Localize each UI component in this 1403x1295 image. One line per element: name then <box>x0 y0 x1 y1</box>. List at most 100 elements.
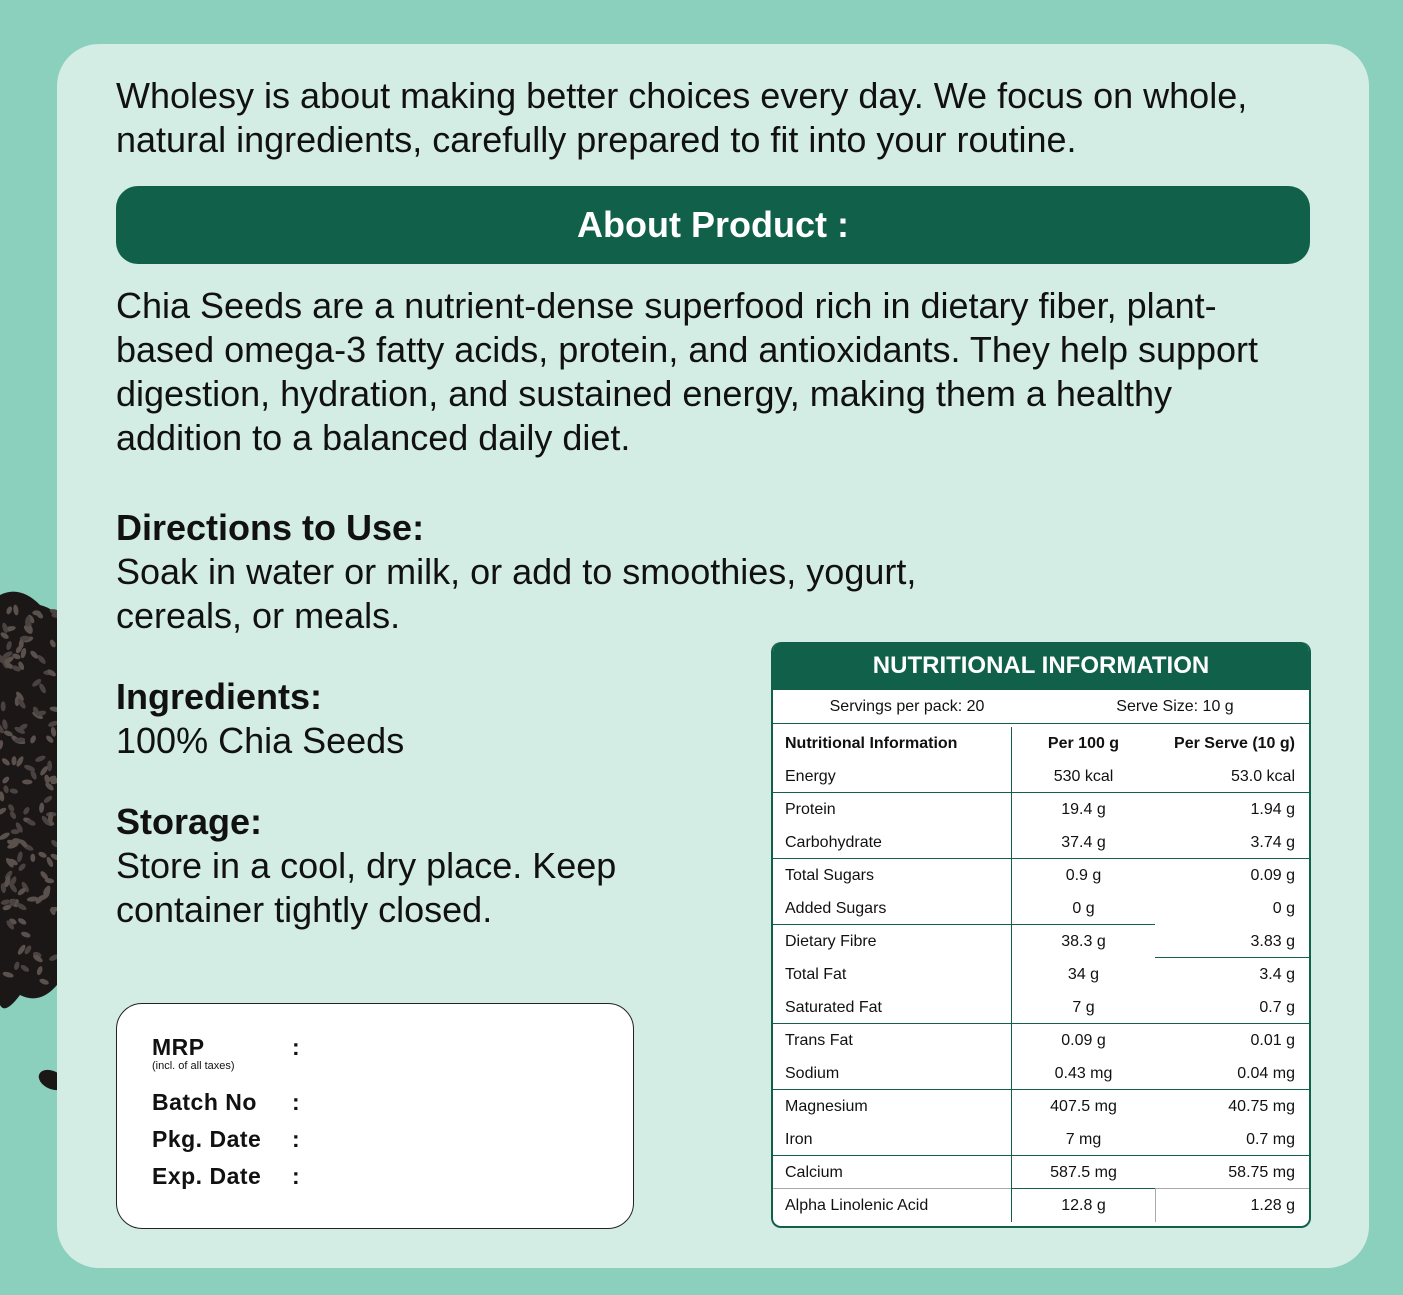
exp-colon: : <box>292 1163 300 1189</box>
seed <box>24 764 36 772</box>
nutrient-name: Saturated Fat <box>773 991 1011 1024</box>
nutrient-name: Iron <box>773 1123 1011 1156</box>
seed <box>12 665 21 672</box>
seed <box>19 635 30 641</box>
seed <box>3 730 13 737</box>
seed <box>43 795 53 803</box>
seed <box>27 625 33 635</box>
seed <box>49 906 59 913</box>
seed <box>9 788 19 794</box>
seed <box>39 683 46 694</box>
servings-per-pack: Servings per pack: 20 <box>829 697 985 715</box>
seed <box>21 881 29 893</box>
nutrient-name: Calcium <box>773 1156 1011 1189</box>
nutrient-name: Protein <box>785 801 836 818</box>
seed <box>13 604 19 616</box>
about-product-banner: About Product : <box>116 186 1310 264</box>
serve-size: Serve Size: 10 g <box>1116 697 1234 715</box>
per-serve-value: 0.01 g <box>1250 1032 1295 1049</box>
seed <box>2 776 10 784</box>
seed <box>0 791 5 802</box>
seed <box>41 815 50 826</box>
seed <box>7 839 16 846</box>
seed <box>9 811 17 820</box>
seed <box>50 726 57 737</box>
seed <box>39 802 45 813</box>
per-100g-value: 38.3 g <box>1011 925 1155 958</box>
per-100g-value: 0.43 mg <box>1011 1057 1155 1090</box>
seed <box>48 720 59 727</box>
seed <box>47 669 56 677</box>
mrp-label: MRP <box>152 1034 205 1060</box>
seed <box>39 978 49 985</box>
batch-colon: : <box>292 1089 300 1115</box>
seed <box>35 710 47 717</box>
nutrient-row: Alpha Linolenic Acid 12.8 g 1.28 g <box>773 1189 1309 1222</box>
per-serve-value: 1.94 g <box>1250 801 1295 818</box>
per-serve-value: 53.0 kcal <box>1155 760 1309 793</box>
seed <box>47 775 57 782</box>
seed <box>43 885 51 895</box>
seed <box>32 610 42 616</box>
seed <box>8 804 15 812</box>
per-100g-value: 12.8 g <box>1011 1189 1155 1222</box>
nutrient-row: Trans Fat 0.09 g 0.01 g <box>773 1024 1309 1057</box>
seed <box>40 871 49 880</box>
seed <box>17 851 23 863</box>
seed <box>36 966 43 976</box>
per-serve-value: 40.75 mg <box>1228 1098 1295 1115</box>
chia-seeds-illustration <box>0 591 60 1091</box>
seed <box>24 945 32 955</box>
seed <box>38 851 47 858</box>
per-100g-value: 0 g <box>1011 892 1155 925</box>
nutrient-name: Magnesium <box>785 1098 868 1115</box>
seed <box>32 678 42 687</box>
ingredients-section: Ingredients: 100% Chia Seeds <box>116 675 404 763</box>
seed <box>6 606 13 615</box>
nutrient-row: Dietary Fibre 38.3 g 3.83 g <box>773 925 1309 958</box>
seed <box>14 737 26 743</box>
seed <box>17 887 27 896</box>
mrp-box: MRP : (incl. of all taxes) Batch No : Pk… <box>116 1003 634 1229</box>
per-serve-value: 0 g <box>1272 900 1295 917</box>
seed <box>5 858 14 868</box>
seed <box>3 785 9 794</box>
nutrient-name: Total Sugars <box>785 867 874 884</box>
seed <box>0 701 6 712</box>
seed <box>18 863 26 871</box>
seed <box>30 770 37 780</box>
storage-section: Storage: Store in a cool, dry place. Kee… <box>116 800 616 932</box>
seed <box>35 895 44 904</box>
seed <box>26 896 39 902</box>
seed <box>46 856 54 868</box>
seed <box>16 691 24 702</box>
seed <box>40 766 48 776</box>
seed <box>23 807 30 815</box>
seed <box>0 807 7 816</box>
directions-text: cereals, or meals. <box>116 595 401 636</box>
per-serve-value: 3.4 g <box>1259 966 1295 983</box>
nutrient-name: Trans Fat <box>785 1032 853 1049</box>
per-serve-value: 58.75 mg <box>1155 1156 1309 1189</box>
seed <box>30 650 39 659</box>
seed <box>16 756 24 767</box>
nutrient-name: Carbohydrate <box>773 826 1011 859</box>
header-per-serve: Per Serve (10 g) <box>1174 735 1295 752</box>
seed <box>0 740 4 750</box>
seed <box>51 839 59 848</box>
storage-text: Store in a cool, dry place. Keep <box>116 845 617 886</box>
nutrient-name: Sodium <box>773 1057 1011 1090</box>
nutrition-header-row: Nutritional Information Per 100 g Per Se… <box>773 727 1309 760</box>
seed <box>14 961 20 970</box>
nutrient-row: Total Fat 34 g 3.4 g <box>773 958 1309 991</box>
seed <box>5 662 14 669</box>
seed <box>10 876 17 886</box>
nutrient-row: Calcium 587.5 mg 58.75 mg <box>773 1156 1309 1189</box>
seed <box>18 661 25 670</box>
per-100g-value: 7 g <box>1011 991 1155 1024</box>
seed <box>17 944 26 955</box>
per-100g-value: 407.5 mg <box>1011 1090 1155 1123</box>
seed <box>0 832 10 840</box>
seed <box>17 698 26 709</box>
